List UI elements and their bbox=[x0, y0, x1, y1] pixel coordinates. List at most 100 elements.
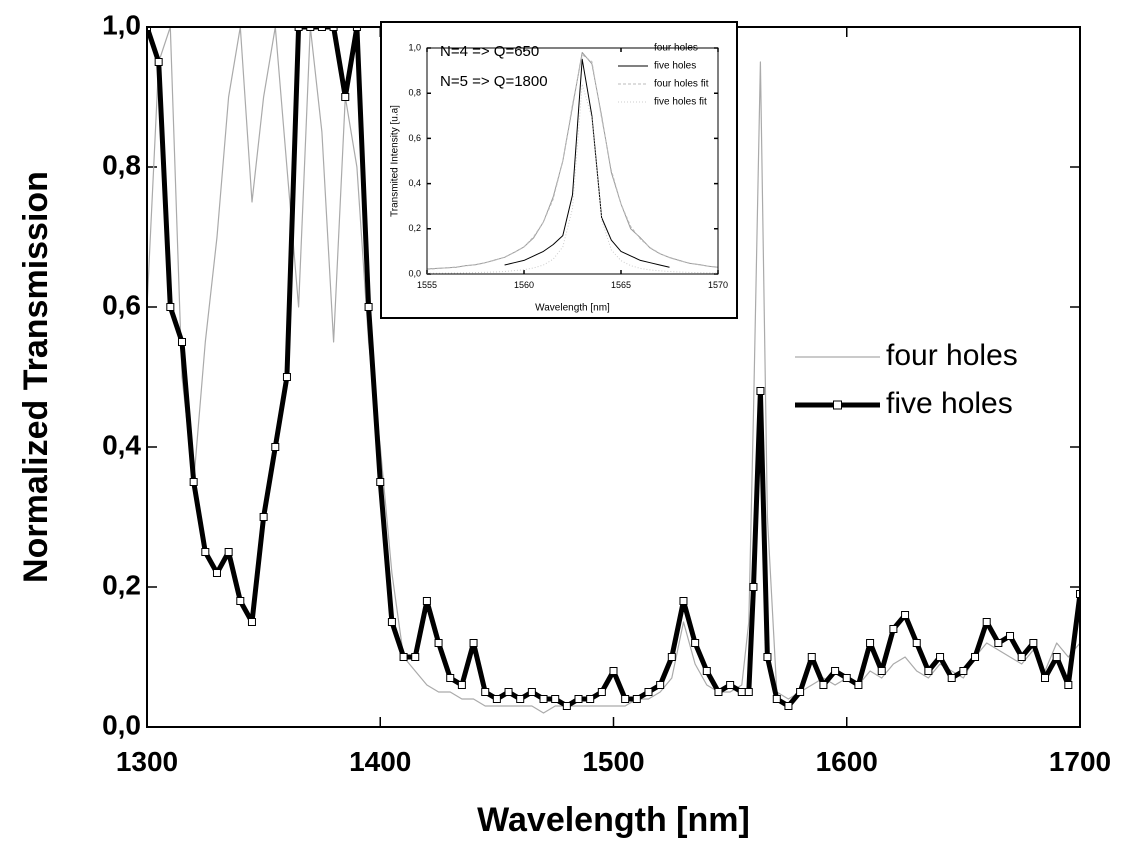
marker bbox=[329, 27, 338, 31]
y-axis-label: Normalized Transmission bbox=[17, 171, 55, 583]
y-tick-label: 1,0 bbox=[102, 9, 141, 40]
marker bbox=[282, 373, 291, 381]
x-tick-label: 1560 bbox=[514, 280, 534, 290]
y-tick-label: 0,4 bbox=[408, 178, 421, 188]
marker bbox=[737, 688, 746, 696]
y-axis-label: Transmited Intensity [u.a] bbox=[390, 105, 401, 217]
series-line bbox=[427, 54, 718, 270]
marker bbox=[166, 303, 175, 311]
y-tick-label: 0,6 bbox=[102, 289, 141, 320]
marker bbox=[527, 688, 536, 696]
y-tick-label: 0,6 bbox=[408, 133, 421, 143]
plot-frame bbox=[426, 47, 719, 275]
marker bbox=[294, 27, 303, 31]
x-tick-label: 1570 bbox=[708, 280, 728, 290]
marker bbox=[597, 688, 606, 696]
marker bbox=[784, 702, 793, 710]
marker bbox=[866, 639, 875, 647]
x-tick-label: 1565 bbox=[611, 280, 631, 290]
series-line bbox=[427, 83, 718, 274]
marker bbox=[1017, 653, 1026, 661]
marker bbox=[364, 303, 373, 311]
x-tick-label: 1555 bbox=[417, 280, 437, 290]
marker bbox=[831, 667, 840, 675]
x-axis-label: Wavelength [nm] bbox=[477, 801, 750, 839]
marker bbox=[656, 681, 665, 689]
marker bbox=[749, 583, 758, 591]
marker bbox=[959, 667, 968, 675]
marker bbox=[763, 653, 772, 661]
marker bbox=[1006, 632, 1015, 640]
marker bbox=[422, 597, 431, 605]
x-tick-label: 1700 bbox=[1049, 746, 1111, 777]
marker bbox=[516, 695, 525, 703]
marker bbox=[912, 639, 921, 647]
y-tick-label: 0,4 bbox=[102, 429, 141, 460]
marker bbox=[901, 611, 910, 619]
marker bbox=[1076, 590, 1080, 598]
marker bbox=[411, 653, 420, 661]
marker bbox=[154, 58, 163, 66]
marker bbox=[744, 688, 753, 696]
x-tick-label: 1500 bbox=[582, 746, 644, 777]
marker bbox=[971, 653, 980, 661]
marker bbox=[434, 639, 443, 647]
legend-marker bbox=[833, 400, 842, 410]
marker bbox=[189, 478, 198, 486]
marker bbox=[842, 674, 851, 682]
marker bbox=[1064, 681, 1073, 689]
marker bbox=[796, 688, 805, 696]
marker bbox=[807, 653, 816, 661]
marker bbox=[306, 27, 315, 31]
marker bbox=[1041, 674, 1050, 682]
marker bbox=[679, 597, 688, 605]
marker bbox=[446, 674, 455, 682]
series-line bbox=[147, 27, 1080, 714]
marker bbox=[247, 618, 256, 626]
series-line bbox=[504, 58, 670, 268]
marker bbox=[1029, 639, 1038, 647]
marker bbox=[481, 688, 490, 696]
annotation: N=5 => Q=1800 bbox=[440, 73, 548, 90]
marker bbox=[714, 688, 723, 696]
marker bbox=[889, 625, 898, 633]
marker bbox=[352, 27, 361, 31]
marker bbox=[504, 688, 513, 696]
y-tick-label: 0,2 bbox=[102, 569, 141, 600]
marker bbox=[177, 338, 186, 346]
marker bbox=[201, 548, 210, 556]
marker bbox=[756, 387, 765, 395]
x-tick-label: 1600 bbox=[816, 746, 878, 777]
marker bbox=[236, 597, 245, 605]
y-tick-label: 0,0 bbox=[408, 268, 421, 278]
marker bbox=[562, 702, 571, 710]
x-axis-label: Wavelength [nm] bbox=[535, 303, 610, 314]
marker bbox=[399, 653, 408, 661]
legend-label: five holes fit bbox=[654, 97, 707, 108]
marker bbox=[492, 695, 501, 703]
marker bbox=[621, 695, 630, 703]
y-tick-label: 0,8 bbox=[408, 88, 421, 98]
marker bbox=[259, 513, 268, 521]
marker bbox=[376, 478, 385, 486]
marker bbox=[877, 667, 886, 675]
marker bbox=[667, 653, 676, 661]
marker bbox=[539, 695, 548, 703]
legend-label: five holes bbox=[654, 61, 696, 72]
marker bbox=[551, 695, 560, 703]
marker bbox=[1052, 653, 1061, 661]
marker bbox=[457, 681, 466, 689]
legend-label: four holes bbox=[886, 339, 1018, 372]
marker bbox=[387, 618, 396, 626]
marker bbox=[212, 569, 221, 577]
annotation: N=4 => Q=650 bbox=[440, 43, 539, 60]
marker bbox=[936, 653, 945, 661]
y-tick-label: 0,2 bbox=[408, 223, 421, 233]
y-tick-label: 0,8 bbox=[102, 149, 141, 180]
x-tick-label: 1300 bbox=[116, 746, 178, 777]
marker bbox=[947, 674, 956, 682]
marker bbox=[924, 667, 933, 675]
marker bbox=[982, 618, 991, 626]
marker bbox=[574, 695, 583, 703]
